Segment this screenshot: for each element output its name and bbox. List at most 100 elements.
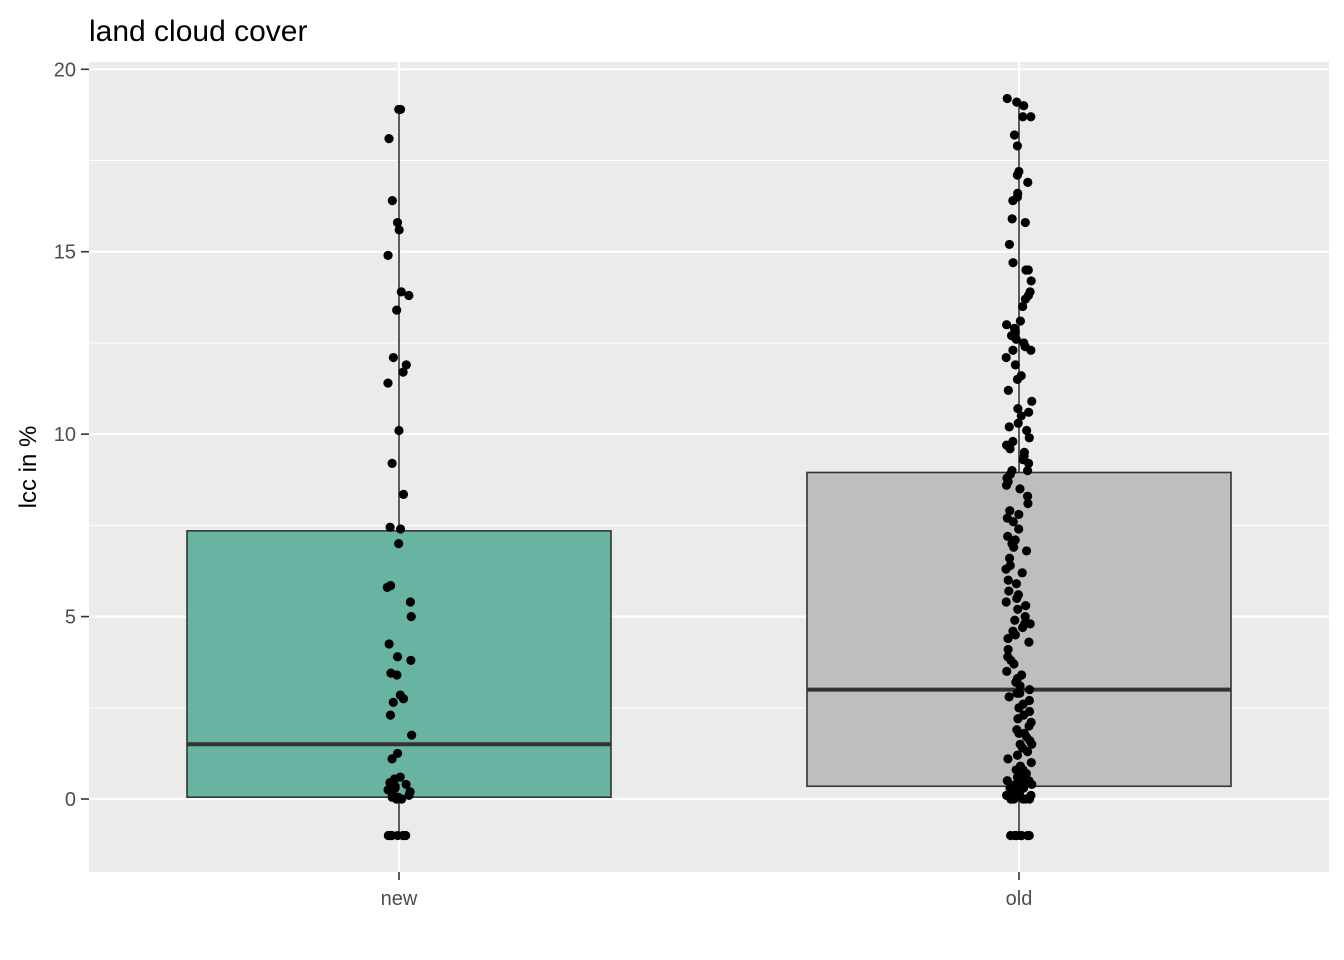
- data-point: [1003, 633, 1013, 644]
- data-point: [1022, 466, 1033, 476]
- y-tick-label: 5: [65, 607, 76, 629]
- data-point: [394, 425, 404, 436]
- data-point: [388, 697, 398, 707]
- data-point: [1022, 746, 1033, 757]
- data-point: [1003, 531, 1013, 541]
- data-point: [1024, 433, 1034, 443]
- data-point: [387, 196, 397, 206]
- data-point: [1023, 498, 1033, 509]
- data-point: [1012, 97, 1022, 107]
- data-point: [1024, 684, 1035, 695]
- data-point: [1018, 301, 1028, 312]
- data-point: [1001, 597, 1011, 607]
- data-point: [1011, 765, 1021, 775]
- y-axis: 0 5 10 15 20: [54, 59, 89, 811]
- data-point: [382, 582, 392, 593]
- data-point: [1024, 407, 1034, 417]
- data-point: [1024, 721, 1034, 731]
- data-point: [1019, 101, 1029, 111]
- data-point: [1004, 553, 1015, 563]
- data-point: [1005, 506, 1015, 516]
- data-point: [1012, 374, 1023, 385]
- data-point: [1022, 425, 1032, 436]
- x-axis: new old: [381, 872, 1033, 910]
- data-point: [1024, 794, 1035, 804]
- data-point: [1003, 754, 1013, 764]
- x-tick-label: new: [381, 888, 418, 910]
- data-point: [1021, 601, 1031, 611]
- data-point: [392, 652, 403, 662]
- data-point: [383, 250, 393, 260]
- data-point: [394, 539, 404, 549]
- data-point: [1020, 217, 1030, 228]
- data-point: [1026, 345, 1036, 355]
- data-point: [1004, 586, 1014, 596]
- data-point: [395, 104, 406, 115]
- data-point: [1001, 352, 1011, 363]
- data-point: [1010, 360, 1020, 370]
- data-point: [406, 655, 416, 665]
- data-point: [1018, 622, 1028, 633]
- data-point: [1010, 630, 1020, 640]
- data-point: [1013, 418, 1023, 428]
- data-point: [1021, 546, 1032, 556]
- data-point: [1027, 396, 1037, 406]
- data-point: [1004, 422, 1014, 432]
- data-point: [388, 352, 398, 363]
- data-point: [384, 639, 394, 649]
- data-point: [1008, 517, 1018, 527]
- data-point: [392, 217, 403, 228]
- data-point: [1014, 509, 1024, 520]
- data-point: [394, 225, 404, 235]
- data-point: [1009, 542, 1019, 552]
- data-point: [1001, 480, 1012, 490]
- data-point: [393, 830, 403, 841]
- data-point: [396, 287, 406, 297]
- data-point: [1012, 593, 1022, 603]
- data-point: [1002, 320, 1012, 330]
- y-tick-label: 20: [54, 59, 76, 81]
- y-axis-label: lcc in %: [15, 426, 42, 509]
- data-point: [1021, 768, 1031, 779]
- data-point: [1008, 196, 1018, 206]
- x-tick-label: old: [1006, 888, 1033, 910]
- data-point: [1003, 385, 1013, 395]
- data-point: [398, 694, 409, 704]
- data-point: [398, 367, 408, 377]
- chart-title: land cloud cover: [89, 15, 307, 48]
- data-point: [1013, 404, 1023, 414]
- data-point: [1014, 524, 1024, 534]
- data-point: [1014, 703, 1024, 713]
- data-point: [405, 597, 416, 607]
- data-point: [1015, 484, 1025, 494]
- data-point: [401, 779, 411, 790]
- y-tick-label: 10: [54, 424, 76, 446]
- data-point: [1022, 491, 1033, 501]
- data-point: [1003, 575, 1013, 585]
- data-point: [1016, 830, 1026, 841]
- data-point: [391, 794, 402, 804]
- data-point: [401, 360, 411, 370]
- y-tick-label: 0: [65, 789, 76, 811]
- data-point: [1004, 239, 1015, 250]
- data-point: [1011, 334, 1021, 344]
- data-point: [1024, 830, 1034, 841]
- data-point: [1012, 750, 1023, 760]
- data-point: [392, 670, 402, 680]
- data-point: [406, 611, 416, 622]
- data-point: [1026, 757, 1036, 768]
- data-point: [1015, 316, 1026, 326]
- data-point: [385, 522, 395, 532]
- data-point: [1002, 93, 1012, 104]
- data-point: [392, 305, 402, 315]
- data-point: [1027, 739, 1037, 749]
- data-point: [383, 830, 393, 841]
- data-point: [1002, 776, 1012, 786]
- data-point: [1020, 611, 1030, 622]
- data-point: [1027, 779, 1037, 790]
- data-point: [1012, 688, 1022, 698]
- data-point: [1007, 214, 1017, 224]
- data-point: [1026, 276, 1036, 286]
- data-point: [398, 489, 409, 499]
